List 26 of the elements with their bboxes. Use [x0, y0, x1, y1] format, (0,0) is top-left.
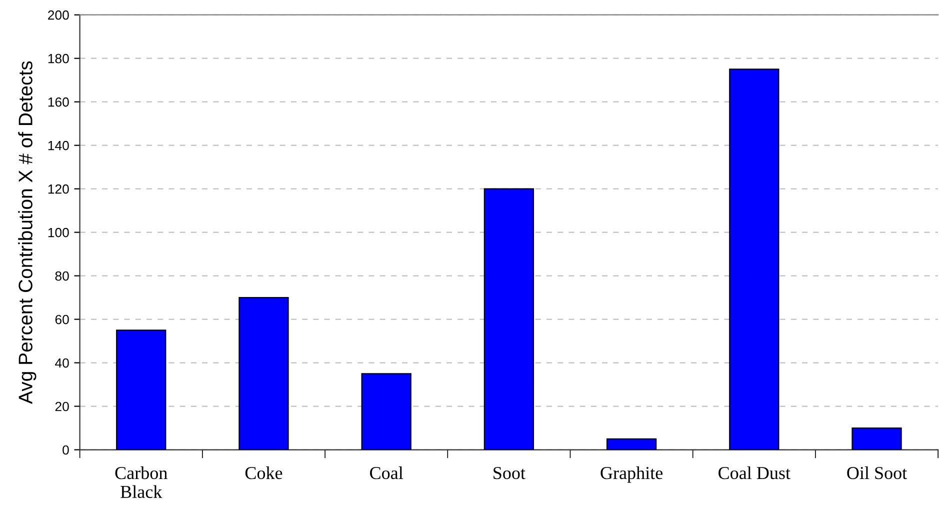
- y-tick-label: 100: [48, 228, 69, 238]
- y-tick-label: 20: [55, 402, 69, 412]
- x-tick-label: Oil Soot: [847, 466, 908, 480]
- bar: [729, 68, 780, 450]
- y-tick-label: 80: [55, 271, 69, 281]
- y-tick-label: 60: [55, 314, 69, 324]
- bar: [484, 188, 534, 450]
- y-tick-label: 180: [48, 54, 69, 64]
- bar: [116, 330, 166, 450]
- y-tick-label: 40: [55, 358, 69, 368]
- bar: [238, 296, 289, 450]
- y-axis-title: Avg Percent Contribution X # of Detects: [18, 61, 36, 404]
- x-tick-label: Soot: [494, 466, 526, 480]
- y-tick-label: 140: [48, 140, 69, 150]
- y-tick-label: 120: [48, 184, 69, 194]
- y-tick-label: 0: [62, 445, 69, 455]
- x-tick-label: Graphite: [600, 466, 663, 483]
- x-tick-label: Coke: [245, 466, 282, 480]
- y-tick-label: 160: [48, 97, 69, 107]
- bar: [852, 427, 902, 450]
- x-tick-label: Coal Dust: [718, 466, 790, 480]
- bar: [606, 438, 657, 450]
- y-tick-label: 200: [48, 10, 69, 20]
- x-tick-label: Coal: [370, 466, 404, 480]
- bar: [361, 373, 412, 450]
- x-tick-label: Carbon Black: [115, 466, 168, 498]
